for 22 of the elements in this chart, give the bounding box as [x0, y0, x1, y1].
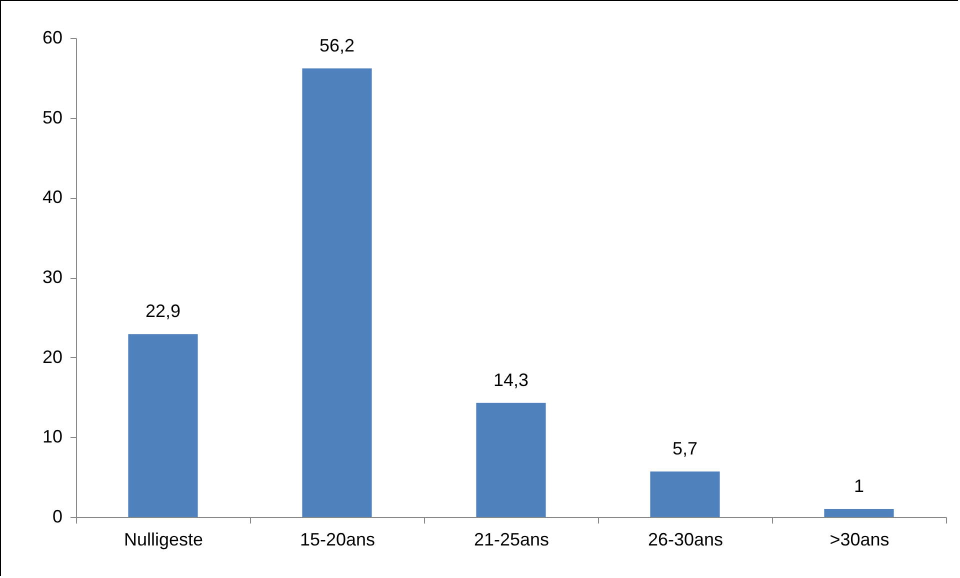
y-tick-label: 10 [42, 426, 62, 447]
bar [650, 471, 720, 517]
x-tick-label: Nulligeste [124, 530, 204, 550]
y-tick-label: 60 [42, 28, 62, 48]
data-label: 14,3 [493, 370, 529, 390]
bar [302, 68, 372, 517]
data-label: 56,2 [319, 35, 355, 56]
x-tick-label: >30ans [830, 530, 890, 550]
y-tick-label: 20 [42, 346, 62, 367]
x-tick-label: 21-25ans [474, 530, 550, 550]
y-tick-label: 30 [42, 267, 62, 287]
bar [128, 334, 198, 517]
data-label: 22,9 [145, 301, 181, 322]
x-tick-label: 15-20ans [300, 530, 376, 550]
data-label: 5,7 [672, 438, 698, 458]
bar [824, 509, 894, 517]
x-tick-label: 26-30ans [648, 530, 724, 550]
y-tick-label: 40 [42, 187, 62, 208]
y-tick-label: 0 [52, 506, 62, 526]
data-label: 1 [854, 476, 864, 496]
bar [476, 402, 546, 517]
y-tick-label: 50 [42, 107, 62, 128]
